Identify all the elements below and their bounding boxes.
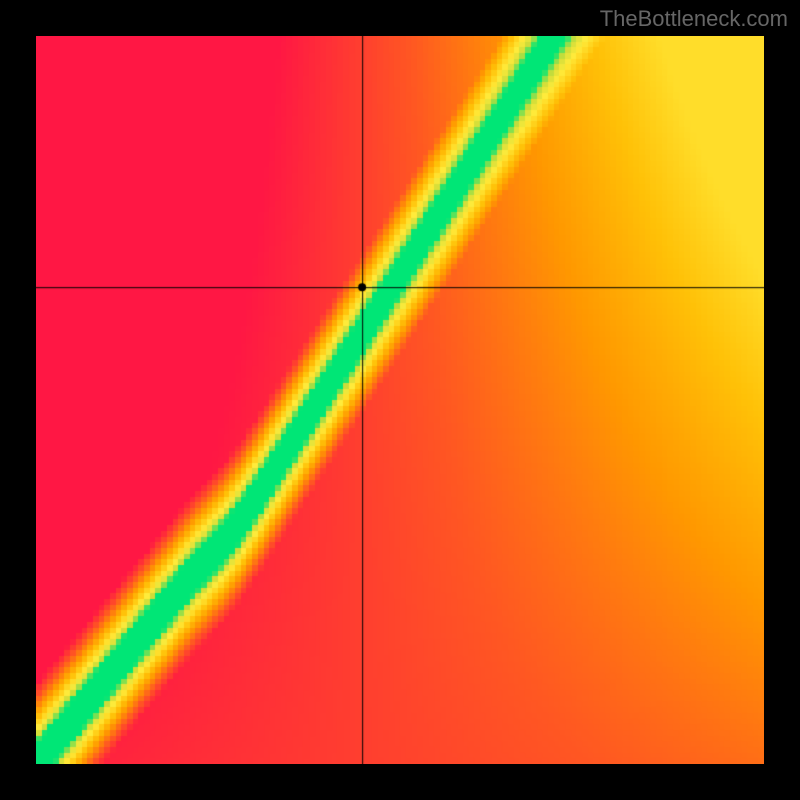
watermark-label: TheBottleneck.com bbox=[600, 6, 788, 32]
heatmap-canvas bbox=[36, 36, 764, 764]
chart-root: TheBottleneck.com bbox=[0, 0, 800, 800]
